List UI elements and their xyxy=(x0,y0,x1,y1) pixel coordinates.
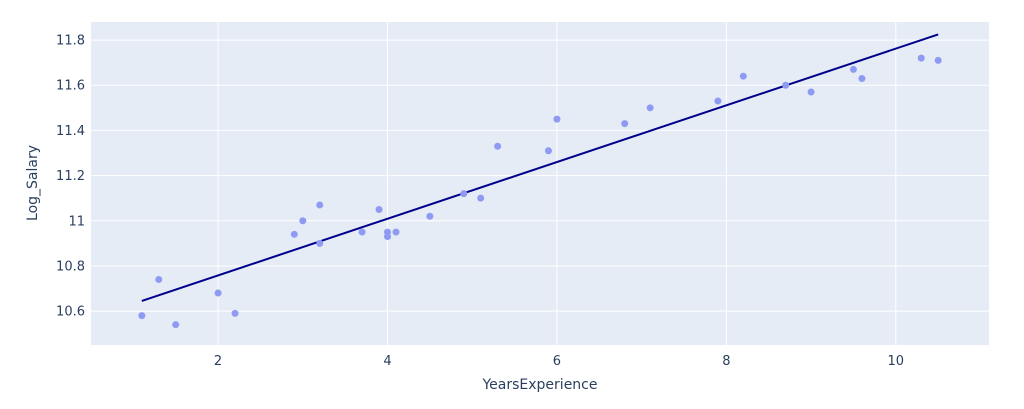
data-points xyxy=(138,54,942,329)
y-axis-title: Log_Salary xyxy=(25,145,41,221)
y-tick-label: 11.8 xyxy=(56,34,85,49)
plot-background xyxy=(91,22,989,345)
y-tick-label: 11.6 xyxy=(56,79,85,94)
x-tick-label: 2 xyxy=(214,354,222,369)
data-point xyxy=(858,74,866,82)
data-point xyxy=(316,201,324,209)
data-point xyxy=(316,239,324,247)
data-point xyxy=(917,54,925,62)
x-axis-title: YearsExperience xyxy=(481,377,597,393)
data-point xyxy=(544,147,552,155)
data-point xyxy=(739,72,747,80)
data-point xyxy=(714,97,722,105)
data-point xyxy=(477,194,485,202)
y-tick-label: 11 xyxy=(68,214,85,229)
y-tick-label: 10.6 xyxy=(56,305,85,320)
data-point xyxy=(782,81,790,89)
data-point xyxy=(621,120,629,128)
data-point xyxy=(299,217,307,225)
data-point xyxy=(553,115,561,123)
data-point xyxy=(231,309,239,317)
tick-labels: 2 4 6 8 10 10.6 10.8 11 11.2 11.4 11.6 11.8 xyxy=(56,34,904,369)
data-point xyxy=(494,142,502,150)
data-point xyxy=(172,321,180,329)
y-tick-label: 10.8 xyxy=(56,259,85,274)
regression-line-layer xyxy=(141,33,939,302)
data-point xyxy=(138,312,146,320)
x-tick-label: 4 xyxy=(383,354,391,369)
data-point xyxy=(290,230,298,238)
data-point xyxy=(392,228,400,236)
x-tick-label: 10 xyxy=(888,354,905,369)
data-point xyxy=(155,275,163,283)
data-point xyxy=(807,88,815,96)
data-point xyxy=(358,228,366,236)
data-point xyxy=(375,205,383,213)
regression-line xyxy=(141,33,939,302)
grid-lines xyxy=(91,22,989,345)
data-point xyxy=(460,190,468,198)
data-point xyxy=(384,233,392,241)
data-point xyxy=(646,104,654,112)
data-point xyxy=(849,65,857,73)
data-point xyxy=(934,56,942,64)
x-tick-label: 8 xyxy=(722,354,730,369)
y-tick-label: 11.4 xyxy=(56,124,85,139)
data-point xyxy=(426,212,434,220)
data-point xyxy=(214,289,222,297)
x-tick-label: 6 xyxy=(553,354,561,369)
y-tick-label: 11.2 xyxy=(56,169,85,184)
